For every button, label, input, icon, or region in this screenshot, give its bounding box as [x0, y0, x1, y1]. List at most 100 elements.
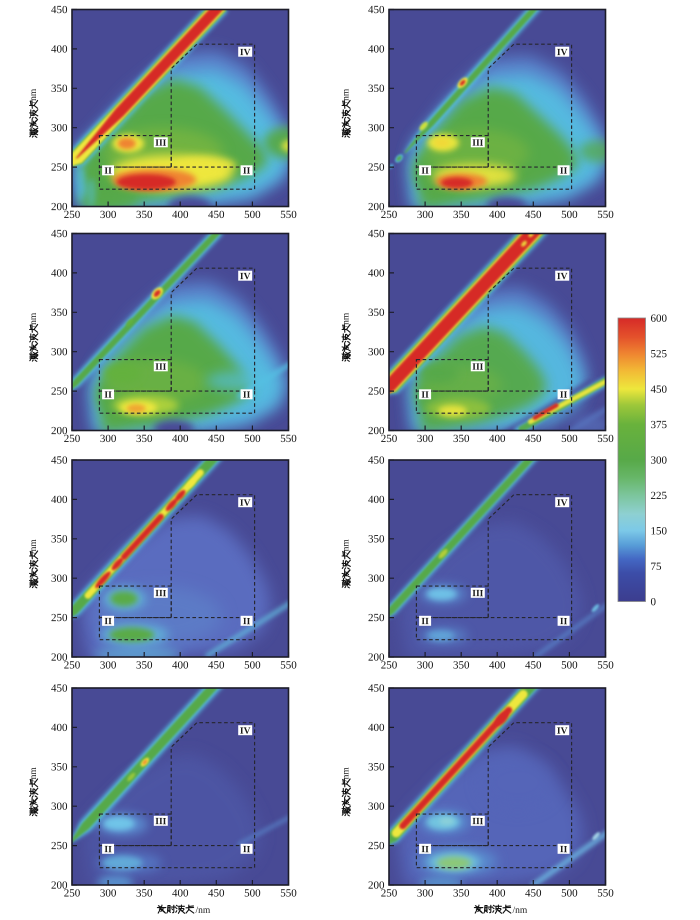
- svg-text:0: 0: [650, 596, 656, 608]
- svg-text:/nm: /nm: [342, 312, 352, 327]
- svg-text:500: 500: [244, 433, 261, 445]
- svg-text:450: 450: [51, 683, 68, 695]
- svg-text:350: 350: [51, 533, 68, 545]
- svg-text:II: II: [104, 617, 112, 627]
- svg-text:IV: IV: [240, 48, 251, 58]
- svg-text:350: 350: [453, 887, 470, 899]
- svg-text:350: 350: [368, 307, 385, 319]
- svg-text:200: 200: [51, 652, 68, 664]
- svg-text:III: III: [472, 817, 483, 827]
- svg-text:550: 550: [280, 659, 297, 671]
- svg-text:III: III: [155, 817, 166, 827]
- svg-text:450: 450: [208, 887, 225, 899]
- svg-text:250: 250: [51, 162, 68, 174]
- svg-text:300: 300: [417, 433, 434, 445]
- svg-text:250: 250: [64, 209, 81, 221]
- svg-text:600: 600: [650, 313, 667, 325]
- svg-text:/nm: /nm: [342, 539, 352, 554]
- svg-text:350: 350: [51, 307, 68, 319]
- svg-text:300: 300: [100, 209, 117, 221]
- svg-text:II: II: [421, 845, 429, 855]
- svg-text:450: 450: [208, 659, 225, 671]
- svg-text:II: II: [560, 845, 568, 855]
- svg-text:III: III: [472, 139, 483, 149]
- svg-text:550: 550: [597, 887, 614, 899]
- svg-text:450: 450: [525, 209, 542, 221]
- svg-text:250: 250: [368, 840, 385, 852]
- svg-text:450: 450: [525, 887, 542, 899]
- svg-text:450: 450: [368, 4, 385, 16]
- svg-text:200: 200: [51, 425, 68, 437]
- svg-text:300: 300: [100, 659, 117, 671]
- svg-text:300: 300: [51, 346, 68, 358]
- svg-text:/nm: /nm: [29, 312, 39, 327]
- svg-text:400: 400: [368, 267, 385, 279]
- svg-text:300: 300: [100, 887, 117, 899]
- svg-text:350: 350: [368, 83, 385, 95]
- svg-text:300: 300: [368, 346, 385, 358]
- svg-text:250: 250: [368, 612, 385, 624]
- svg-text:250: 250: [64, 659, 81, 671]
- svg-text:500: 500: [244, 887, 261, 899]
- svg-text:III: III: [472, 589, 483, 599]
- svg-text:400: 400: [51, 722, 68, 734]
- svg-text:/nm: /nm: [342, 767, 352, 782]
- svg-text:300: 300: [417, 209, 434, 221]
- svg-text:450: 450: [51, 455, 68, 467]
- svg-text:450: 450: [525, 433, 542, 445]
- svg-text:350: 350: [453, 433, 470, 445]
- svg-text:500: 500: [244, 209, 261, 221]
- svg-text:525: 525: [650, 348, 667, 360]
- svg-text:IV: IV: [557, 272, 568, 282]
- svg-text:250: 250: [64, 433, 81, 445]
- svg-text:450: 450: [368, 228, 385, 240]
- svg-text:550: 550: [280, 887, 297, 899]
- svg-text:300: 300: [51, 122, 68, 134]
- svg-text:IV: IV: [557, 727, 568, 737]
- svg-text:400: 400: [368, 722, 385, 734]
- svg-text:450: 450: [51, 4, 68, 16]
- svg-text:500: 500: [561, 433, 578, 445]
- svg-text:II: II: [104, 845, 112, 855]
- svg-text:300: 300: [368, 801, 385, 813]
- svg-text:150: 150: [650, 525, 667, 537]
- svg-text:II: II: [560, 617, 568, 627]
- svg-text:III: III: [155, 139, 166, 149]
- svg-text:550: 550: [280, 433, 297, 445]
- svg-text:400: 400: [172, 209, 189, 221]
- svg-text:250: 250: [381, 887, 398, 899]
- svg-text:200: 200: [51, 201, 68, 213]
- svg-text:IV: IV: [240, 272, 251, 282]
- svg-text:200: 200: [368, 425, 385, 437]
- svg-text:350: 350: [368, 533, 385, 545]
- svg-text:300: 300: [100, 433, 117, 445]
- svg-text:500: 500: [561, 209, 578, 221]
- svg-text:300: 300: [51, 573, 68, 585]
- svg-text:II: II: [560, 167, 568, 177]
- svg-text:350: 350: [453, 209, 470, 221]
- svg-text:/nm: /nm: [29, 767, 39, 782]
- svg-text:II: II: [421, 167, 429, 177]
- svg-text:300: 300: [417, 887, 434, 899]
- svg-text:200: 200: [368, 652, 385, 664]
- svg-text:IV: IV: [557, 48, 568, 58]
- svg-text:450: 450: [51, 228, 68, 240]
- svg-text:550: 550: [597, 209, 614, 221]
- svg-text:II: II: [243, 391, 251, 401]
- svg-text:350: 350: [136, 209, 153, 221]
- svg-text:250: 250: [51, 612, 68, 624]
- svg-text:200: 200: [368, 201, 385, 213]
- svg-text:400: 400: [489, 209, 506, 221]
- svg-text:400: 400: [51, 494, 68, 506]
- svg-text:III: III: [155, 363, 166, 373]
- svg-text:350: 350: [136, 887, 153, 899]
- svg-text:400: 400: [172, 887, 189, 899]
- svg-text:400: 400: [489, 659, 506, 671]
- svg-text:/nm: /nm: [512, 906, 527, 916]
- svg-text:400: 400: [51, 267, 68, 279]
- svg-text:200: 200: [368, 880, 385, 892]
- svg-text:400: 400: [51, 43, 68, 55]
- svg-text:300: 300: [417, 659, 434, 671]
- svg-text:250: 250: [381, 433, 398, 445]
- svg-text:550: 550: [280, 209, 297, 221]
